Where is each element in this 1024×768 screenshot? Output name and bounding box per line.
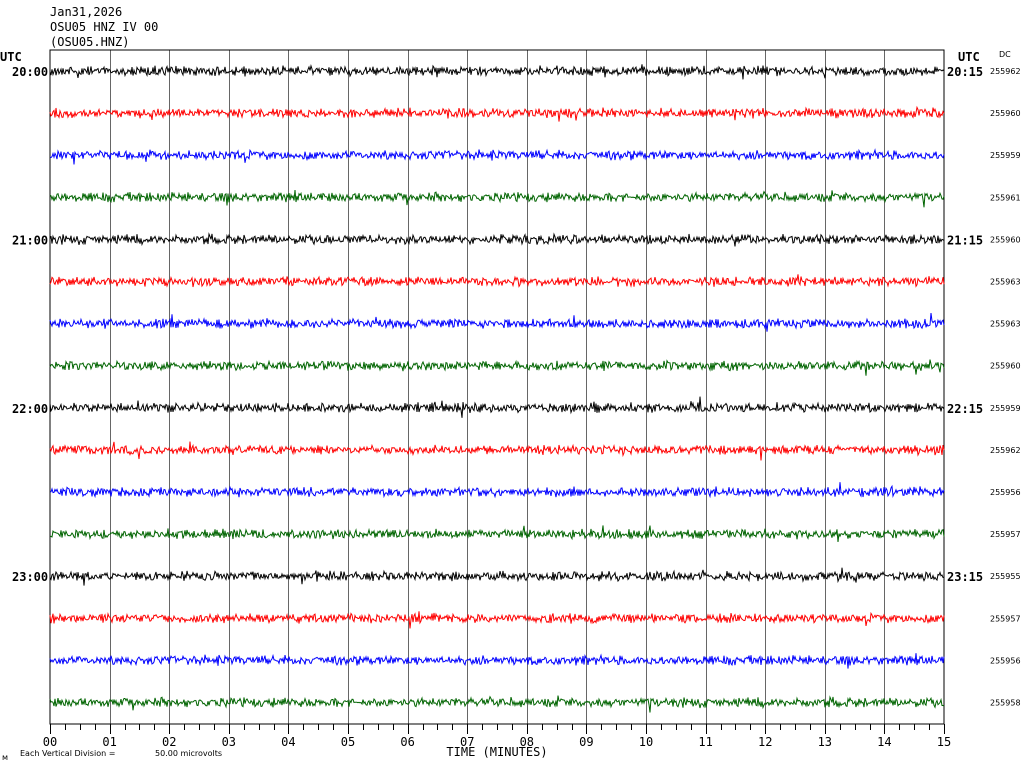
dc-value-11: 255956: [990, 488, 1021, 497]
dc-value-5: 255960: [990, 235, 1021, 244]
dc-value-8: 255960: [990, 362, 1021, 371]
division-label: Each Vertical Division =: [20, 749, 115, 758]
x-tick-label-03: 03: [222, 735, 236, 749]
trace-7: [49, 313, 945, 332]
trace-16: [49, 695, 945, 713]
trace-9: [49, 396, 945, 418]
x-tick-label-09: 09: [579, 735, 593, 749]
dc-value-1: 255962: [990, 67, 1021, 76]
trace-1: [49, 63, 945, 80]
dc-value-9: 255959: [990, 404, 1021, 413]
trace-13: [49, 567, 945, 586]
x-tick-label-01: 01: [102, 735, 116, 749]
dc-value-12: 255957: [990, 530, 1021, 539]
x-tick-label-14: 14: [877, 735, 891, 749]
x-tick-label-08: 08: [520, 735, 534, 749]
trace-3: [50, 148, 945, 165]
dc-value-10: 255962: [990, 446, 1021, 455]
dc-value-6: 255963: [990, 278, 1021, 287]
dc-value-16: 255958: [990, 699, 1021, 708]
x-tick-label-05: 05: [341, 735, 355, 749]
x-tick-label-15: 15: [937, 735, 951, 749]
x-tick-label-04: 04: [281, 735, 295, 749]
dc-values: 255962 255960 255959 255961 255960 255963 2559…: [990, 67, 1021, 708]
utc-right-label: UTC: [958, 50, 980, 64]
trace-11: [49, 482, 945, 499]
x-axis: 00 01 02 03 04 05 06 07 08 09 10 11 12 13 14 15: [43, 724, 951, 749]
hour-label-left-2: 21:00: [12, 233, 48, 247]
trace-14: [49, 611, 945, 629]
division-value: 50.00 microvolts: [155, 749, 222, 758]
hour-label-left-3: 22:00: [12, 402, 48, 416]
footer-mark: ᴍ: [2, 753, 8, 762]
trace-15: [49, 653, 945, 669]
dc-value-13: 255955: [990, 572, 1021, 581]
hour-label-right-4: 23:15: [947, 570, 983, 584]
dc-value-3: 255959: [990, 151, 1021, 160]
hour-labels-right: 20:15 21:15 22:15 23:15: [947, 65, 983, 584]
date-label: Jan31,2026: [50, 5, 122, 19]
dc-value-7: 255963: [990, 320, 1021, 329]
hour-label-right-1: 20:15: [947, 65, 983, 79]
station-label: OSU05 HNZ IV 00: [50, 20, 158, 34]
hour-label-left-1: 20:00: [12, 65, 48, 79]
x-tick-label-02: 02: [162, 735, 176, 749]
trace-10: [49, 441, 945, 461]
trace-2: [49, 105, 945, 122]
x-tick-label-13: 13: [818, 735, 832, 749]
x-tick-label-06: 06: [400, 735, 414, 749]
utc-left-label: UTC: [0, 50, 22, 64]
dc-value-15: 255956: [990, 656, 1021, 665]
x-tick-label-10: 10: [639, 735, 653, 749]
dc-value-2: 255960: [990, 109, 1021, 118]
dc-value-14: 255957: [990, 614, 1021, 623]
dc-header-label: DC: [999, 50, 1011, 59]
x-tick-label-00: 00: [43, 735, 57, 749]
trace-8: [49, 359, 945, 376]
hour-label-left-4: 23:00: [12, 570, 48, 584]
x-tick-label-07: 07: [460, 735, 474, 749]
x-tick-label-11: 11: [698, 735, 712, 749]
trace-12: [49, 525, 945, 542]
traces: [49, 63, 945, 713]
x-axis-title: TIME (MINUTES): [446, 745, 547, 759]
dc-value-4: 255961: [990, 193, 1021, 202]
hour-label-right-3: 22:15: [947, 402, 983, 416]
trace-5: [49, 232, 945, 247]
trace-4: [49, 190, 945, 208]
minute-grid: [110, 50, 885, 724]
hour-label-right-2: 21:15: [947, 233, 983, 247]
x-tick-label-12: 12: [758, 735, 772, 749]
hour-labels-left: 20:00 21:00 22:00 23:00: [12, 65, 48, 584]
channel-label: (OSU05.HNZ): [50, 35, 129, 49]
trace-6: [49, 274, 945, 288]
